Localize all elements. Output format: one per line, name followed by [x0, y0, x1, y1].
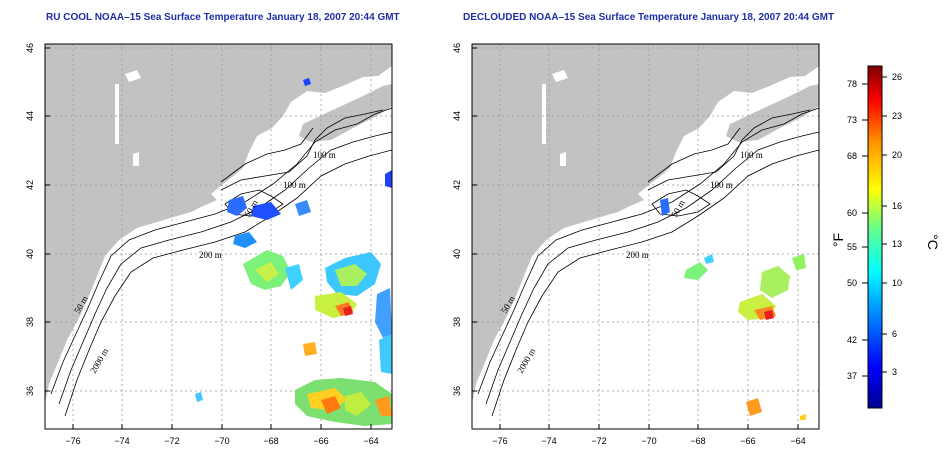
colorbar-f-tick: 55	[847, 242, 857, 252]
left-contour-label-4: 200 m	[199, 250, 222, 260]
right-contour-label-2: 100 m	[710, 180, 733, 190]
left-map-title: RU COOL NOAA–15 Sea Surface Temperature …	[46, 12, 400, 23]
right-map-title: DECLOUDED NOAA–15 Sea Surface Temperatur…	[463, 12, 835, 23]
colorbar-gradient	[867, 65, 883, 409]
right-lon-tick-label: −64	[790, 436, 805, 446]
left-lon-tick-label: −70	[214, 436, 229, 446]
colorbar-f-tick: 78	[847, 79, 857, 89]
left-lat-tick-label: 38	[25, 317, 35, 327]
left-lon-tick-label: −76	[65, 436, 80, 446]
colorbar-c-tick: 13	[892, 239, 902, 249]
right-contours	[477, 107, 820, 417]
right-lon-tick-label: −66	[740, 436, 755, 446]
left-lat-tick-label: 36	[25, 386, 35, 396]
right-lat-tick-label: 36	[452, 386, 462, 396]
colorbar-f-tick: 42	[847, 335, 857, 345]
left-lat-tick-label: 44	[25, 111, 35, 121]
left-contours	[50, 107, 393, 417]
colorbar-f-tick: 73	[847, 115, 857, 125]
right-lon-tick-label: −68	[690, 436, 705, 446]
left-lon-tick-label: −66	[313, 436, 328, 446]
right-lat-tick-label: 42	[452, 180, 462, 190]
right-contour-label-1: 100 m	[740, 150, 763, 160]
colorbar-fahrenheit-unit: °F	[830, 233, 846, 247]
right-lon-tick-label: −76	[492, 436, 507, 446]
colorbar-c-tick: 3	[892, 367, 897, 377]
right-lat-tick-label: 38	[452, 317, 462, 327]
colorbar-c-tick: 6	[892, 329, 897, 339]
colorbar-c-tick: 20	[892, 150, 902, 160]
colorbar-f-tick: 37	[847, 371, 857, 381]
left-contour-label-2: 100 m	[283, 180, 306, 190]
right-map: 100 m 100 m 50 m 200 m 50 m 2000 m −76 −…	[452, 43, 820, 446]
right-lon-tick-label: −70	[641, 436, 656, 446]
colorbar-f-tick: 60	[847, 208, 857, 218]
colorbar-c-tick: 23	[892, 111, 902, 121]
left-lat-tick-label: 42	[25, 180, 35, 190]
left-lat-tick-label: 40	[25, 249, 35, 259]
left-sst-patches	[195, 78, 392, 426]
right-lon-tick-label: −74	[541, 436, 556, 446]
colorbar-c-tick: 26	[892, 72, 902, 82]
right-lat-tick-label: 46	[452, 43, 462, 53]
left-lon-tick-label: −74	[114, 436, 129, 446]
left-contour-label-1: 100 m	[313, 150, 336, 160]
colorbar-celsius-unit: °C	[925, 234, 941, 250]
left-lon-tick-label: −64	[363, 436, 378, 446]
colorbar-f-tick: 68	[847, 151, 857, 161]
colorbar: 78 73 68 60 55 50 42 37 26 23 20 16 13 1…	[830, 65, 941, 409]
right-contour-label-4: 200 m	[626, 250, 649, 260]
colorbar-c-tick: 16	[892, 201, 902, 211]
left-lat-tick-label: 46	[25, 43, 35, 53]
colorbar-f-tick: 50	[847, 278, 857, 288]
colorbar-c-tick: 10	[892, 278, 902, 288]
left-map: 100 m 100 m 50 m 200 m 50 m 2000 m −76 −…	[25, 43, 393, 446]
right-lon-tick-label: −72	[591, 436, 606, 446]
left-lon-tick-label: −72	[164, 436, 179, 446]
right-lat-tick-label: 40	[452, 249, 462, 259]
right-lat-tick-label: 44	[452, 111, 462, 121]
left-lon-tick-label: −68	[263, 436, 278, 446]
right-sst-patches	[660, 198, 806, 420]
